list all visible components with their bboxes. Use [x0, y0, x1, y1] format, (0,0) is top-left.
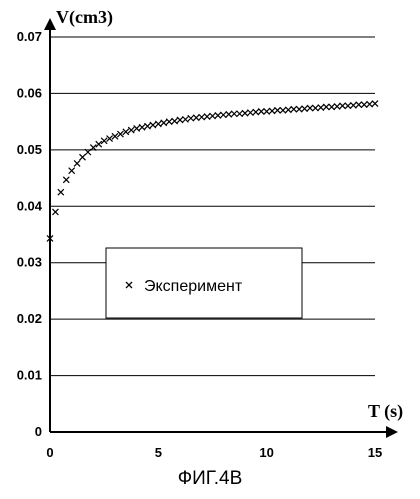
y-axis-arrow [44, 18, 56, 30]
data-point-16 [134, 125, 140, 131]
y-axis-title: V(cm3) [56, 7, 113, 28]
data-point-12 [112, 133, 118, 139]
data-points [47, 101, 378, 242]
y-tick-label-3: 0.03 [17, 255, 42, 270]
data-point-13 [117, 131, 123, 137]
x-axis-arrow [386, 426, 398, 438]
data-point-60 [372, 101, 378, 107]
y-tick-label-6: 0.06 [17, 85, 42, 100]
legend: Эксперимент [106, 248, 302, 318]
y-tick-label-0: 0 [35, 424, 42, 439]
data-point-9 [96, 141, 102, 147]
data-point-54 [340, 103, 346, 109]
y-tick-label-2: 0.02 [17, 311, 42, 326]
data-point-15 [128, 127, 134, 133]
data-point-17 [139, 124, 145, 130]
data-point-11 [107, 136, 113, 142]
data-point-6 [80, 154, 86, 160]
figure-caption: ФИГ.4В [0, 468, 420, 490]
data-point-4 [69, 168, 75, 174]
data-point-57 [356, 102, 362, 108]
y-tick-label-4: 0.04 [17, 198, 43, 213]
legend-label: Эксперимент [144, 278, 243, 295]
x-tick-label-0: 0 [46, 445, 53, 460]
data-point-45 [291, 106, 297, 112]
data-point-2 [58, 189, 64, 195]
data-point-1 [52, 209, 58, 215]
y-tick-label-7: 0.07 [17, 29, 42, 44]
x-tick-label-1: 5 [155, 445, 162, 460]
data-point-34 [231, 111, 237, 117]
x-tick-label-3: 15 [368, 445, 382, 460]
y-tick-label-5: 0.05 [17, 142, 42, 157]
x-tick-label-2: 10 [259, 445, 273, 460]
data-point-48 [307, 105, 313, 111]
data-point-20 [155, 121, 161, 127]
chart: 0 0.01 0.02 0.03 0.04 0.05 0.06 0.07 0 5 10 15 V(cm… [0, 0, 420, 470]
data-point-21 [161, 120, 167, 126]
data-point-10 [101, 138, 107, 144]
data-point-19 [150, 122, 156, 128]
x-axis-title: T (s) [368, 401, 403, 422]
data-point-39 [258, 108, 264, 114]
data-point-25 [182, 116, 188, 122]
y-tick-label-1: 0.01 [17, 368, 42, 383]
data-point-18 [145, 123, 151, 129]
data-point-23 [172, 118, 178, 124]
data-point-51 [323, 104, 329, 110]
axes [44, 18, 398, 438]
data-point-42 [275, 107, 281, 113]
data-point-5 [74, 160, 80, 166]
data-point-14 [123, 129, 129, 135]
gridlines [50, 37, 375, 376]
data-point-3 [63, 177, 69, 183]
